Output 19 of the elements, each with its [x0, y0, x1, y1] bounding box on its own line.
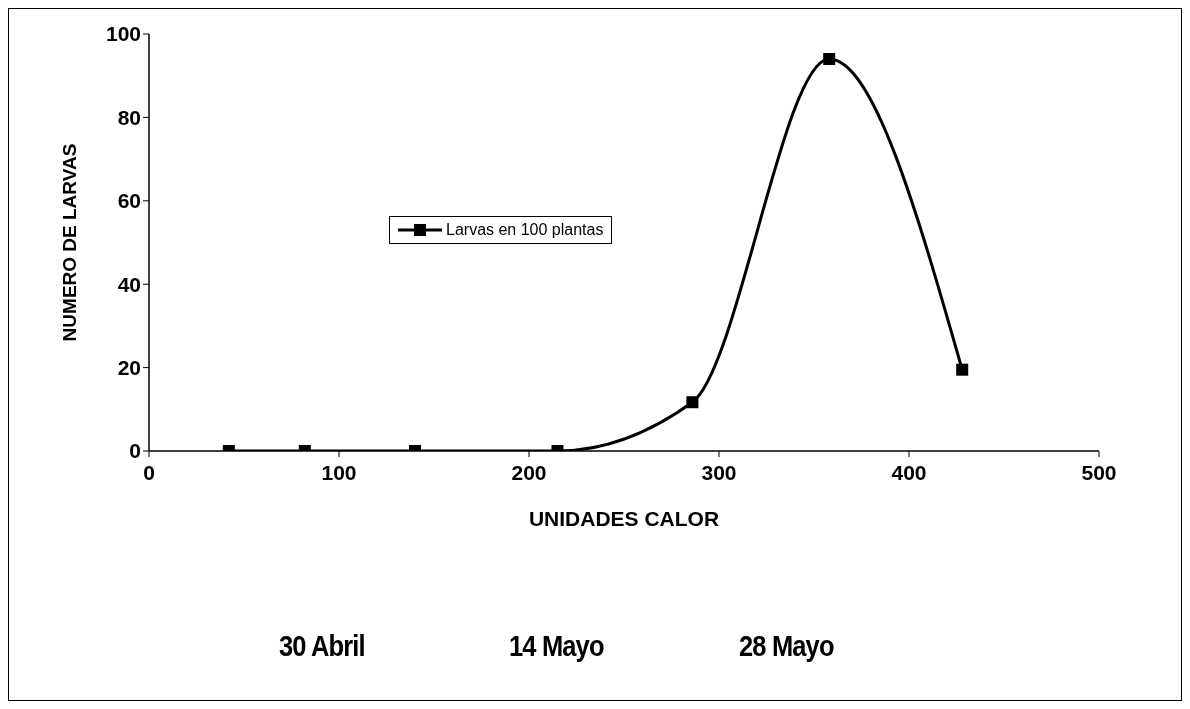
point — [956, 363, 969, 376]
x-tick-label: 200 — [511, 460, 547, 484]
point — [823, 53, 836, 66]
x-tick-label: 500 — [1081, 460, 1117, 484]
x-tick-label: 100 — [321, 460, 357, 484]
x-tick-label: 400 — [891, 460, 927, 484]
legend-label: Larvas en 100 plantas — [446, 221, 604, 239]
text: 28 Mayo — [739, 629, 834, 663]
y-axis-title: NUMERO DE LARVAS — [58, 143, 80, 342]
x-axis-title: UNIDADES CALOR — [528, 506, 720, 530]
y-tick-label: 20 — [117, 356, 141, 380]
text: 14 Mayo — [509, 629, 604, 663]
y-tick-label: 0 — [129, 439, 141, 463]
x-tick-label: 300 — [701, 460, 737, 484]
y-tick-label: 60 — [117, 189, 141, 213]
y-tick-label: 80 — [117, 105, 141, 129]
y-tick-label: 100 — [105, 22, 141, 46]
y-tick-label: 40 — [117, 272, 141, 296]
text: 30 Abril — [279, 629, 365, 663]
